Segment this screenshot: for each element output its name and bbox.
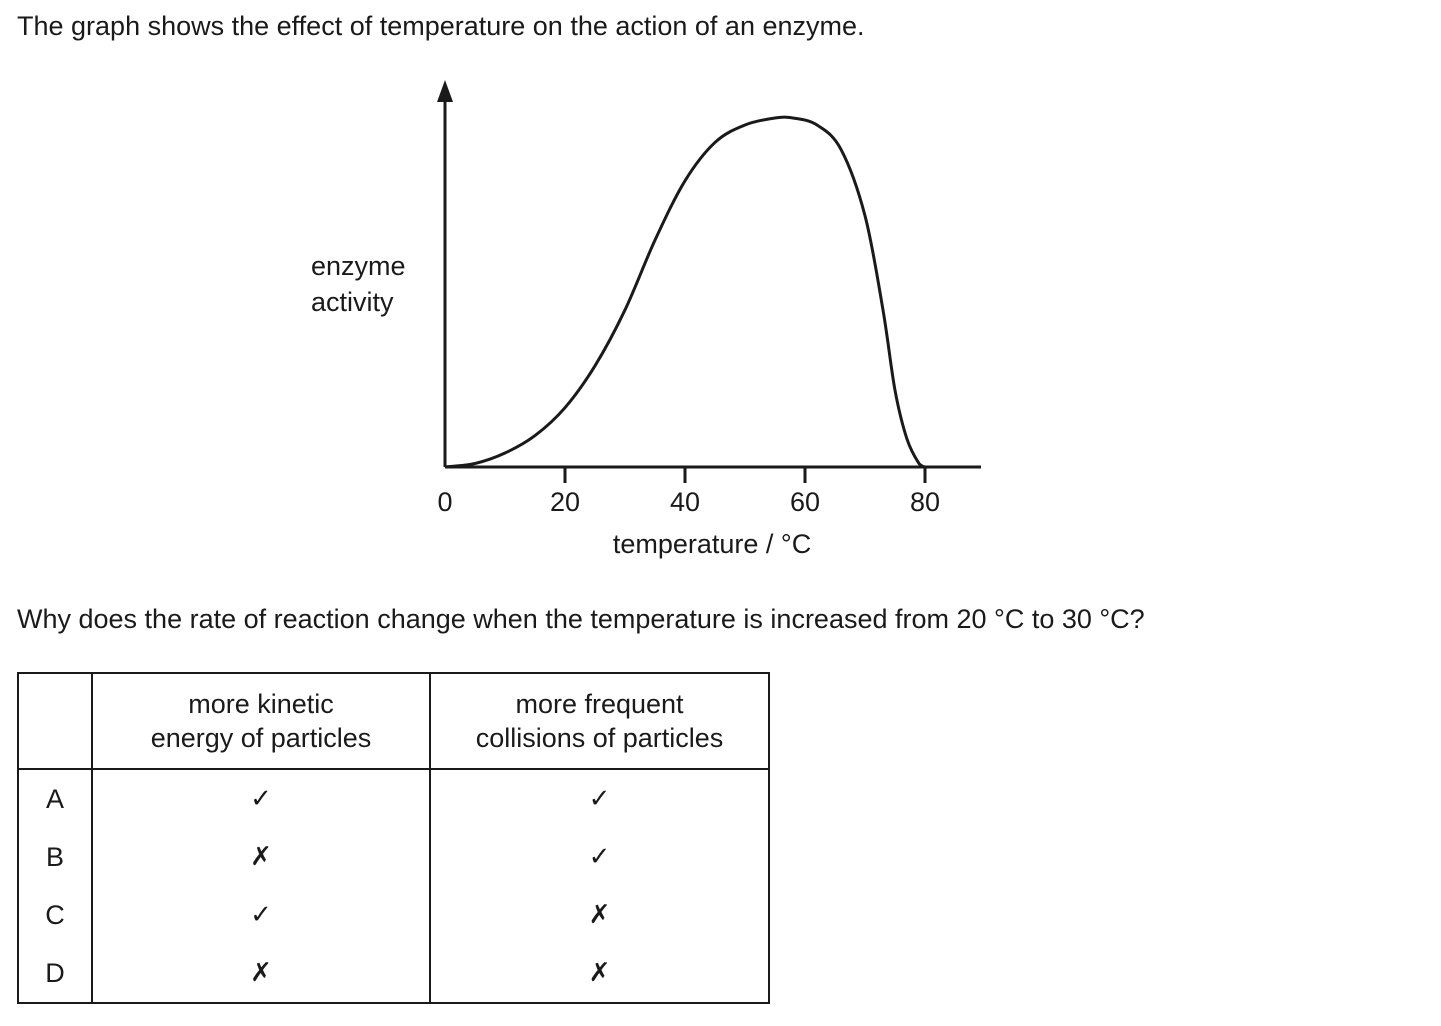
intro-text: The graph shows the effect of temperatur…: [17, 11, 865, 41]
kinetic-mark: ✓: [91, 768, 431, 828]
kinetic-mark: ✗: [91, 828, 431, 886]
collisions-mark: ✓: [429, 768, 770, 828]
table-header-row: more kinetic energy of particles more fr…: [17, 672, 770, 770]
collisions-header-label: more frequent collisions of particles: [475, 689, 724, 753]
collisions-mark: ✗: [429, 944, 770, 1004]
kinetic-mark: ✗: [91, 944, 431, 1004]
enzyme-activity-chart: 0 20 40 60 80 enzyme activity temperature / °C: [311, 80, 981, 559]
table-header-key: [17, 672, 93, 770]
table-header-kinetic: more kinetic energy of particles: [91, 672, 431, 770]
table-header-collisions: more frequent collisions of particles: [429, 672, 770, 770]
kinetic-mark: ✓: [91, 886, 431, 944]
x-tick-label: 20: [550, 487, 580, 517]
y-axis-label: activity: [311, 287, 394, 317]
table-row[interactable]: B ✗ ✓: [17, 828, 770, 886]
chart-x-ticks: 0 20 40 60 80: [437, 467, 940, 517]
option-key[interactable]: C: [17, 886, 93, 944]
enzyme-activity-curve: [444, 115, 926, 469]
x-axis-label: temperature / °C: [613, 529, 811, 559]
chart-axes: [437, 80, 981, 469]
option-key[interactable]: B: [17, 828, 93, 886]
y-axis-label: enzyme: [311, 251, 406, 281]
x-tick-label: 40: [670, 487, 700, 517]
answer-table: more kinetic energy of particles more fr…: [17, 672, 770, 1004]
x-tick-label: 80: [910, 487, 940, 517]
kinetic-header-label: more kinetic energy of particles: [150, 689, 372, 753]
collisions-mark: ✗: [429, 886, 770, 944]
collisions-mark: ✓: [429, 828, 770, 886]
y-axis-arrowhead: [437, 80, 453, 102]
chart-labels: enzyme activity temperature / °C: [311, 251, 811, 559]
question-text: Why does the rate of reaction change whe…: [17, 604, 1145, 634]
x-tick-label: 60: [790, 487, 820, 517]
table-row[interactable]: C ✓ ✗: [17, 886, 770, 944]
table-row[interactable]: D ✗ ✗: [17, 944, 770, 1004]
option-key[interactable]: D: [17, 944, 93, 1004]
x-tick-label: 0: [437, 487, 452, 517]
table-row[interactable]: A ✓ ✓: [17, 768, 770, 828]
option-key[interactable]: A: [17, 768, 93, 828]
chart-series: [444, 115, 926, 469]
